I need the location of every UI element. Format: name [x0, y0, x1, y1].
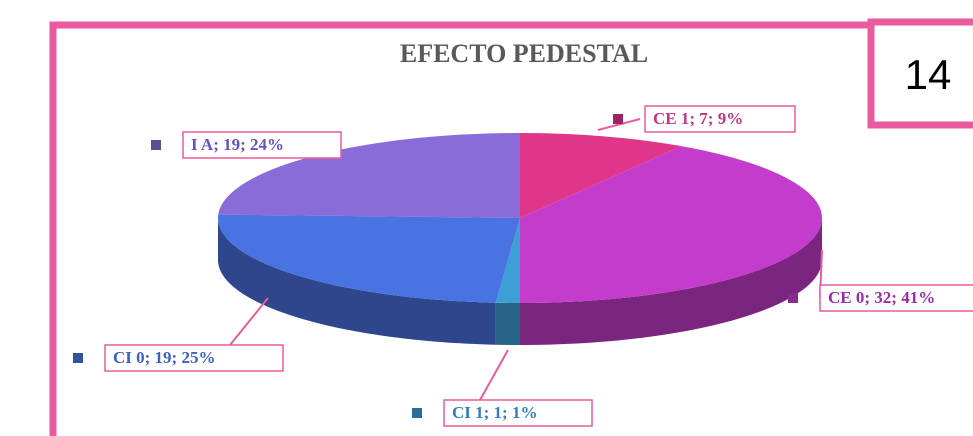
leader-line	[229, 297, 269, 346]
slide-number: 14	[905, 51, 952, 98]
data-label: CE 1; 7; 9%	[653, 109, 743, 128]
label-box	[644, 105, 796, 133]
leader-line	[597, 118, 641, 131]
pie-slice	[218, 133, 520, 218]
data-label: I A; 19; 24%	[191, 135, 284, 154]
labels: CE 1; 7; 9% CE 0; 32; 41% CI 1; 1; 1% CI 0;…	[73, 105, 973, 427]
pie	[218, 133, 822, 345]
label-box	[104, 344, 284, 372]
label-marker	[151, 140, 161, 150]
pie-side	[495, 302, 520, 345]
label-marker	[788, 293, 798, 303]
label-marker	[613, 114, 623, 124]
leader-line	[479, 349, 509, 401]
pie-side	[218, 218, 496, 345]
pie-slice	[495, 218, 520, 303]
slide-number-box	[867, 18, 973, 129]
label-box	[443, 399, 593, 427]
data-label: CI 0; 19; 25%	[113, 348, 215, 367]
chart-title: EFECTO PEDESTAL	[400, 39, 648, 68]
pie-side	[520, 218, 822, 345]
pie-slice	[520, 146, 822, 303]
label-box	[819, 284, 973, 312]
label-marker	[412, 408, 422, 418]
data-label: CI 1; 1; 1%	[452, 403, 537, 422]
pie-slice	[218, 214, 520, 303]
label-marker	[73, 353, 83, 363]
data-label: CE 0; 32; 41%	[828, 288, 935, 307]
pie-slice	[520, 133, 682, 218]
label-box	[182, 131, 342, 159]
